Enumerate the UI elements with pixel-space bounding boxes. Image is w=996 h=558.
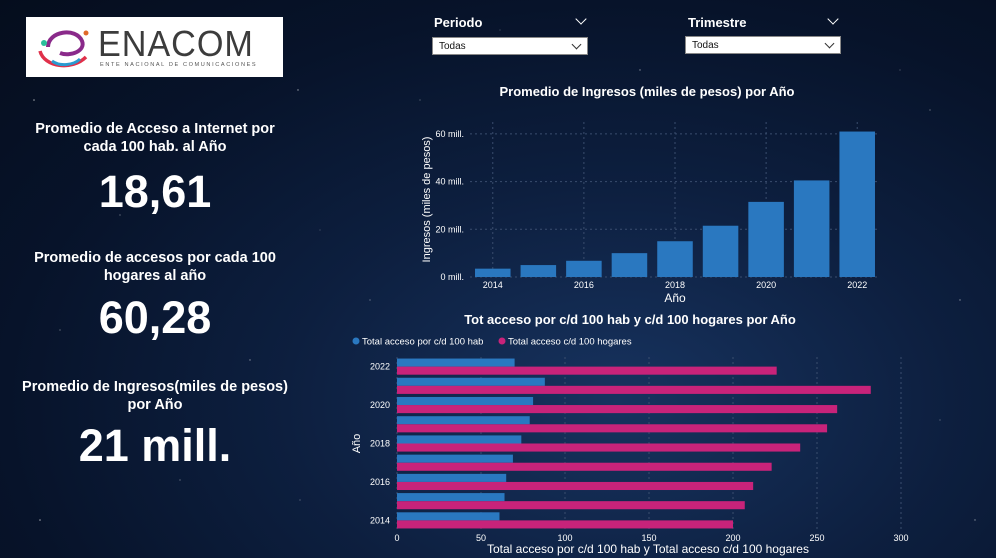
bar <box>748 201 784 277</box>
filter-periodo-value: Todas <box>439 41 466 52</box>
x-tick-label: 50 <box>476 533 486 543</box>
x-tick-label: 0 <box>394 533 399 543</box>
x-tick-label: 300 <box>893 533 908 543</box>
bar <box>397 358 515 367</box>
bar <box>397 512 500 521</box>
legend-label: Total acceso c/d 100 hogares <box>508 337 632 348</box>
x-axis-title: Año <box>664 291 686 305</box>
chevron-down-icon <box>824 38 835 49</box>
bar <box>839 131 875 277</box>
y-tick-label: 2016 <box>370 477 390 487</box>
legend-label: Total acceso por c/d 100 hab <box>362 337 483 348</box>
kpi-value-accesos-hogares: 60,28 <box>98 292 212 343</box>
bar <box>397 481 754 491</box>
bar <box>475 268 511 277</box>
x-tick-label: 2018 <box>665 280 685 290</box>
kpi-title-accesos-hogares: Promedio de accesos por cada 100 hogares… <box>34 250 276 284</box>
x-tick-label: 250 <box>809 533 824 543</box>
y-tick-label: 2022 <box>370 362 390 372</box>
logo-swirl-icon <box>38 30 89 68</box>
bar <box>657 241 693 277</box>
y-tick-label: 2020 <box>370 400 390 410</box>
chart-ingresos-title: Promedio de Ingresos (miles de pesos) po… <box>499 84 795 99</box>
chart-accesos-title: Tot acceso por c/d 100 hab y c/d 100 hog… <box>464 312 796 327</box>
enacom-logo: ENACOM ENTE NACIONAL DE COMUNICACIONES <box>26 17 283 77</box>
filter-trimestre-label: Trimestre <box>688 15 747 30</box>
bar <box>397 405 838 414</box>
filter-trimestre-dropdown[interactable]: Todas <box>685 36 841 54</box>
bar <box>397 443 801 452</box>
legend-marker <box>498 337 506 345</box>
kpi-title-ingresos: Promedio de Ingresos(miles de pesos) por… <box>22 379 288 413</box>
bar <box>397 493 505 502</box>
bar <box>397 396 534 406</box>
kpi-value-acceso-internet: 18,61 <box>98 166 212 217</box>
logo-subtitle: ENTE NACIONAL DE COMUNICACIONES <box>100 62 258 68</box>
bar <box>702 225 739 277</box>
x-tick-label: 150 <box>641 533 656 543</box>
y-axis-title: Año <box>351 434 363 454</box>
x-tick-label: 2020 <box>756 280 776 290</box>
filter-periodo-dropdown[interactable]: Todas <box>432 37 588 55</box>
legend-marker <box>352 337 360 345</box>
bar <box>397 366 777 375</box>
bar <box>397 501 745 510</box>
bar <box>566 260 602 277</box>
y-tick-label: 2014 <box>370 515 390 525</box>
bar <box>397 435 522 444</box>
bar <box>397 424 828 433</box>
bar <box>397 454 513 463</box>
x-tick-label: 2014 <box>483 280 503 290</box>
chevron-down-icon[interactable] <box>827 13 839 25</box>
x-axis-title: Total acceso por c/d 100 hab y Total acc… <box>487 542 809 556</box>
filter-periodo-label: Periodo <box>434 15 483 30</box>
bar <box>397 473 507 482</box>
y-tick-label: 0 mill. <box>440 272 464 282</box>
chevron-down-icon[interactable] <box>575 13 587 25</box>
bar <box>397 416 530 425</box>
kpi-value-ingresos: 21 mill. <box>78 420 232 471</box>
x-tick-label: 2016 <box>574 280 594 290</box>
y-axis-title: Ingresos (miles de pesos) <box>421 137 433 263</box>
y-tick-label: 2018 <box>370 439 390 449</box>
bar <box>397 385 871 394</box>
y-tick-label: 20 mill. <box>435 224 464 234</box>
bar <box>520 265 557 277</box>
bar <box>397 520 733 529</box>
bar <box>793 180 830 277</box>
y-tick-label: 60 mill. <box>435 129 464 139</box>
x-tick-label: 100 <box>557 533 572 543</box>
bar <box>611 253 648 277</box>
x-tick-label: 2022 <box>847 280 867 290</box>
chevron-down-icon <box>571 39 582 50</box>
kpi-title-acceso-internet: Promedio de Acceso a Internet por cada 1… <box>35 121 275 155</box>
bar <box>397 462 772 471</box>
x-tick-label: 200 <box>725 533 740 543</box>
filter-trimestre-value: Todas <box>692 40 719 51</box>
logo-wordmark: ENACOM <box>98 23 254 64</box>
y-tick-label: 40 mill. <box>435 177 464 187</box>
bar <box>397 377 545 386</box>
